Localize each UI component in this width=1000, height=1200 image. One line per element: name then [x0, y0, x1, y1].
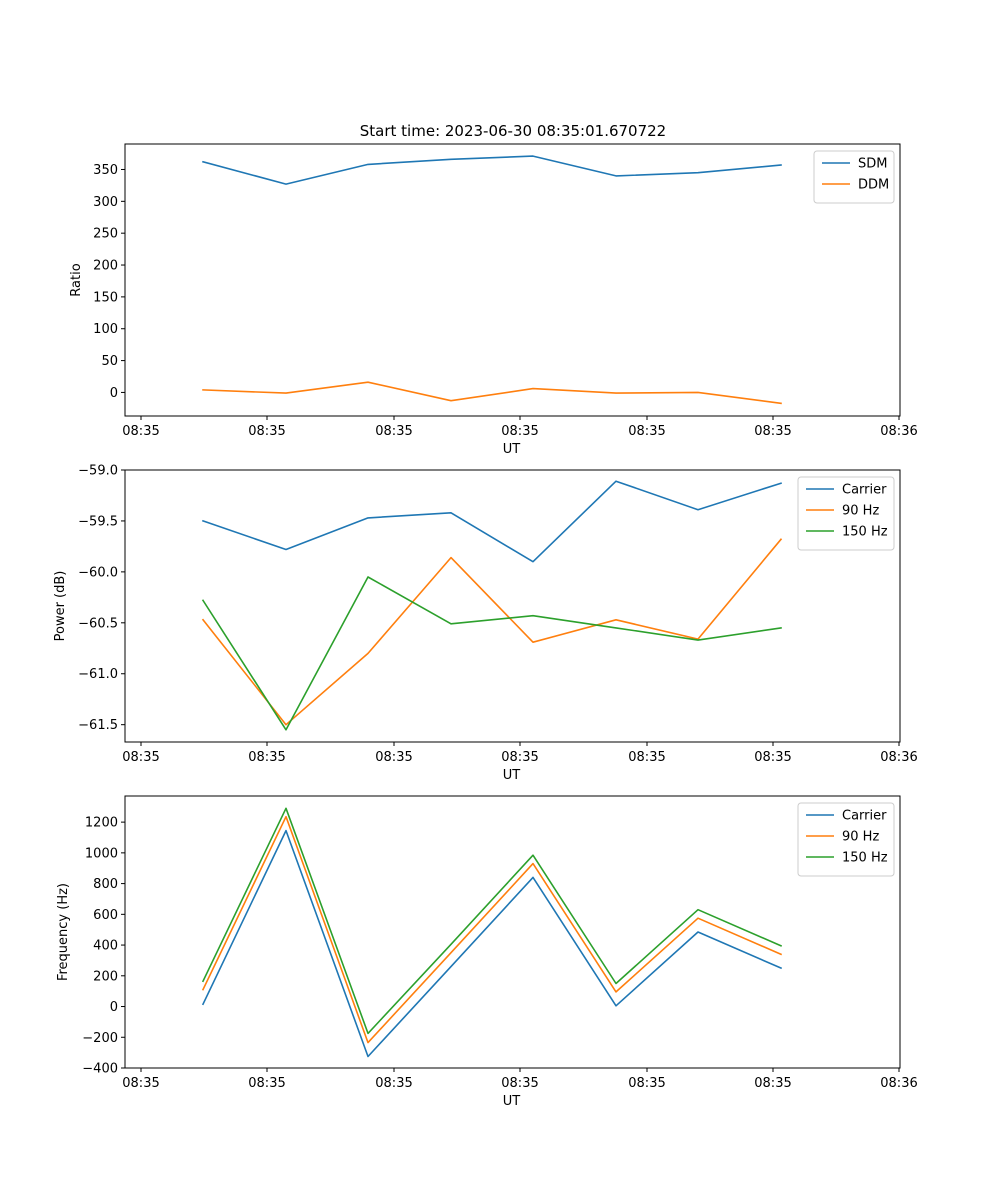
y-tick-label: 150	[93, 290, 118, 305]
legend-box	[813, 150, 895, 204]
legend: SDM DDM	[813, 150, 895, 204]
x-tick-label: 08:35	[628, 424, 665, 439]
x-tick-label: 08:35	[754, 1076, 791, 1091]
y-tick-label: 0	[110, 386, 118, 401]
legend-entry: Carrier	[842, 483, 887, 498]
x-axis-label: UT	[503, 1094, 521, 1109]
series-line-150-hz	[201, 576, 782, 731]
x-tick-label: 08:35	[375, 750, 412, 765]
x-tick-label: 08:36	[880, 424, 917, 439]
series-line-90-hz	[201, 815, 783, 1044]
series-line-carrier	[201, 829, 783, 1058]
y-tick-label: 250	[93, 227, 118, 242]
y-axis-label: Power (dB)	[53, 571, 68, 642]
legend-entry: DDM	[858, 178, 889, 193]
x-tick-label: 08:35	[628, 750, 665, 765]
series-line-90-hz	[201, 538, 783, 726]
legend-entry: 150 Hz	[842, 851, 888, 866]
plot-area	[124, 143, 901, 417]
x-tick-label: 08:35	[501, 1076, 538, 1091]
x-tick-label: 08:35	[248, 1076, 285, 1091]
chart-panel-1: 08:35 08:35 08:35 08:35 08:35 08:35 08:36 0 50 10…	[69, 143, 918, 457]
x-tick-label: 08:35	[248, 424, 285, 439]
series-line-carrier	[201, 480, 783, 563]
y-axis-label: Frequency (Hz)	[56, 883, 71, 981]
x-tick-label: 08:35	[375, 424, 412, 439]
x-tick-label: 08:35	[375, 1076, 412, 1091]
legend: Carrier 90 Hz 150 Hz	[797, 802, 895, 877]
x-tick-label: 08:35	[248, 750, 285, 765]
y-tick-label: 100	[93, 322, 118, 337]
y-tick-label: −59.0	[78, 464, 118, 479]
x-tick-label: 08:35	[122, 750, 159, 765]
y-tick-label: −61.5	[78, 718, 118, 733]
series-line-sdm	[202, 155, 782, 185]
x-tick-label: 08:35	[501, 750, 538, 765]
y-tick-label: 350	[93, 163, 118, 178]
panels: 08:35 08:35 08:35 08:35 08:35 08:35 08:36 0 50 10…	[53, 143, 918, 1109]
legend-entry: 150 Hz	[842, 525, 888, 540]
series-line-150-hz	[201, 807, 783, 1035]
y-tick-label: −60.0	[78, 565, 118, 580]
y-tick-label: 1200	[85, 816, 118, 831]
x-tick-label: 08:36	[880, 750, 917, 765]
series-line-ddm	[202, 381, 782, 405]
y-tick-label: −400	[82, 1062, 118, 1077]
y-tick-label: 200	[93, 259, 118, 274]
legend: Carrier 90 Hz 150 Hz	[797, 476, 895, 551]
x-tick-label: 08:35	[754, 750, 791, 765]
x-tick-label: 08:35	[754, 424, 791, 439]
y-tick-label: 600	[93, 908, 118, 923]
chart-title: Start time: 2023-06-30 08:35:01.670722	[360, 122, 666, 140]
x-axis-label: UT	[503, 768, 521, 783]
y-tick-label: −61.0	[78, 667, 118, 682]
plot-area	[124, 795, 901, 1069]
y-tick-label: 200	[93, 969, 118, 984]
legend-entry: Carrier	[842, 809, 887, 824]
y-tick-label: 800	[93, 877, 118, 892]
legend-entry: 90 Hz	[842, 504, 879, 519]
legend-entry: 90 Hz	[842, 830, 879, 845]
x-tick-label: 08:35	[628, 1076, 665, 1091]
x-axis-label: UT	[503, 442, 521, 457]
legend-entry: SDM	[858, 157, 887, 172]
x-tick-label: 08:35	[122, 1076, 159, 1091]
y-tick-label: 0	[110, 1000, 118, 1015]
y-axis-label: Ratio	[69, 263, 84, 296]
x-tick-label: 08:35	[501, 424, 538, 439]
y-tick-label: 1000	[85, 846, 118, 861]
x-tick-label: 08:36	[880, 1076, 917, 1091]
x-tick-label: 08:35	[122, 424, 159, 439]
y-tick-label: 50	[101, 354, 118, 369]
plot-area	[124, 469, 901, 743]
chart-panel-3: 08:35 08:35 08:35 08:35 08:35 08:35 08:36 −400 −…	[56, 795, 918, 1109]
y-tick-label: −59.5	[78, 514, 118, 529]
y-tick-label: 300	[93, 195, 118, 210]
y-tick-label: 400	[93, 939, 118, 954]
chart-panel-2: 08:35 08:35 08:35 08:35 08:35 08:35 08:36 −61.5…	[53, 464, 918, 784]
y-tick-label: −60.5	[78, 616, 118, 631]
y-tick-label: −200	[82, 1031, 118, 1046]
